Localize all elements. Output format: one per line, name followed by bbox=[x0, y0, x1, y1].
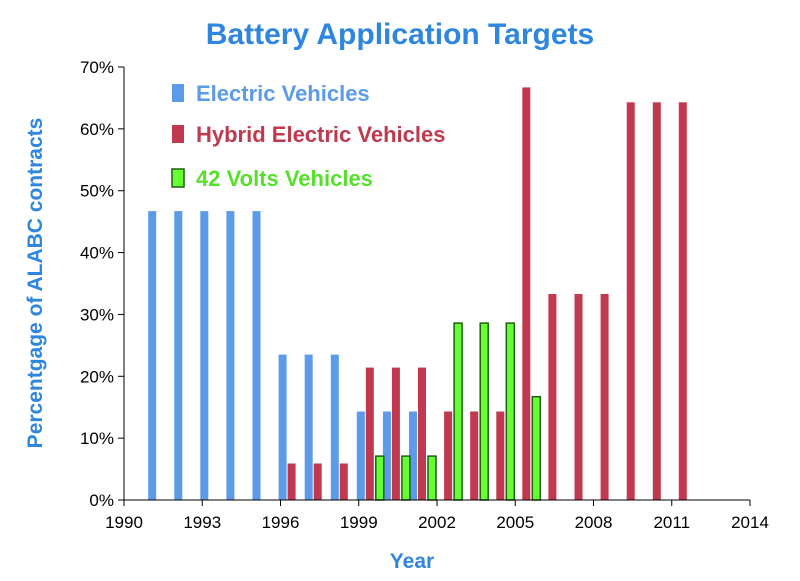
bar-hev-2005 bbox=[496, 411, 505, 500]
legend-swatch-ev bbox=[172, 84, 184, 102]
bar-hev-2000 bbox=[365, 367, 374, 500]
y-tick-label: 40% bbox=[80, 244, 114, 263]
bar-v42-2003 bbox=[453, 322, 463, 501]
y-axis-title: Percentgage of ALABC contracts bbox=[24, 118, 47, 449]
x-tick-label: 2002 bbox=[418, 513, 456, 532]
y-tick-label: 70% bbox=[80, 58, 114, 77]
bar-v42-2004 bbox=[479, 322, 489, 501]
y-tick-label: 50% bbox=[80, 182, 114, 201]
x-tick-label: 1996 bbox=[262, 513, 300, 532]
bar-ev-1999 bbox=[330, 354, 339, 500]
bar-v42-2006 bbox=[531, 395, 542, 501]
bar-v42-2000 bbox=[375, 455, 385, 501]
bar-ev-2002 bbox=[409, 411, 417, 500]
legend: Electric Vehicles Hybrid Electric Vehicle… bbox=[171, 81, 445, 191]
bars-layer bbox=[148, 87, 687, 501]
y-tick-label: 20% bbox=[80, 367, 114, 386]
bar-hev-2009 bbox=[600, 294, 609, 500]
axes-layer: 0% 10% 20% 30% 40% 50% 60% 70% 1990 1993 1996 1999 2… bbox=[80, 58, 769, 532]
legend-label-ev: Electric Vehicles bbox=[196, 81, 370, 106]
bar-v42-2001 bbox=[401, 455, 411, 501]
bar-ev-1995 bbox=[226, 211, 235, 500]
bar-ev-1994 bbox=[200, 211, 209, 500]
x-tick-label: 1993 bbox=[183, 513, 221, 532]
bar-hev-2010 bbox=[626, 102, 635, 501]
chart-title: Battery Application Targets bbox=[206, 18, 594, 51]
bar-hev-2003 bbox=[444, 411, 453, 500]
bar-ev-2001 bbox=[382, 411, 391, 500]
x-axis-title: Year bbox=[390, 550, 434, 573]
bar-hev-1999 bbox=[339, 463, 348, 500]
x-tick-label: 2005 bbox=[496, 513, 534, 532]
bar-ev-1997 bbox=[278, 354, 287, 500]
bar-hev-2007 bbox=[548, 294, 557, 500]
bar-hev-2004 bbox=[470, 411, 479, 500]
bar-hev-2002 bbox=[418, 367, 426, 500]
bar-hev-1998 bbox=[313, 463, 322, 500]
y-tick-label: 30% bbox=[80, 305, 114, 324]
bar-v42-2005 bbox=[505, 322, 516, 501]
bar-hev-1997 bbox=[287, 463, 296, 500]
bar-ev-1992 bbox=[148, 211, 157, 500]
x-tick-label: 1999 bbox=[340, 513, 378, 532]
x-tick-label: 2014 bbox=[731, 513, 769, 532]
bar-hev-2011 bbox=[652, 102, 661, 501]
x-tick-label: 2011 bbox=[653, 513, 690, 532]
x-tick-label: 1990 bbox=[105, 513, 143, 532]
legend-label-v42: 42 Volts Vehicles bbox=[196, 166, 373, 191]
bar-ev-1993 bbox=[174, 211, 183, 500]
bar-hev-2006 bbox=[522, 87, 531, 501]
legend-swatch-hev bbox=[172, 125, 184, 143]
bar-hev-2012 bbox=[678, 102, 687, 501]
bar-hev-2008 bbox=[574, 294, 583, 500]
y-tick-label: 0% bbox=[89, 491, 114, 510]
y-tick-label: 60% bbox=[80, 120, 114, 139]
bar-v42-2002 bbox=[427, 455, 437, 501]
x-tick-label: 2008 bbox=[575, 513, 613, 532]
bar-ev-2000 bbox=[356, 411, 365, 500]
bar-ev-1996 bbox=[252, 211, 261, 500]
y-tick-label: 10% bbox=[80, 429, 114, 448]
legend-label-hev: Hybrid Electric Vehicles bbox=[196, 122, 445, 147]
bar-ev-1998 bbox=[304, 354, 313, 500]
bar-hev-2001 bbox=[391, 367, 400, 500]
legend-swatch-v42 bbox=[171, 168, 185, 188]
